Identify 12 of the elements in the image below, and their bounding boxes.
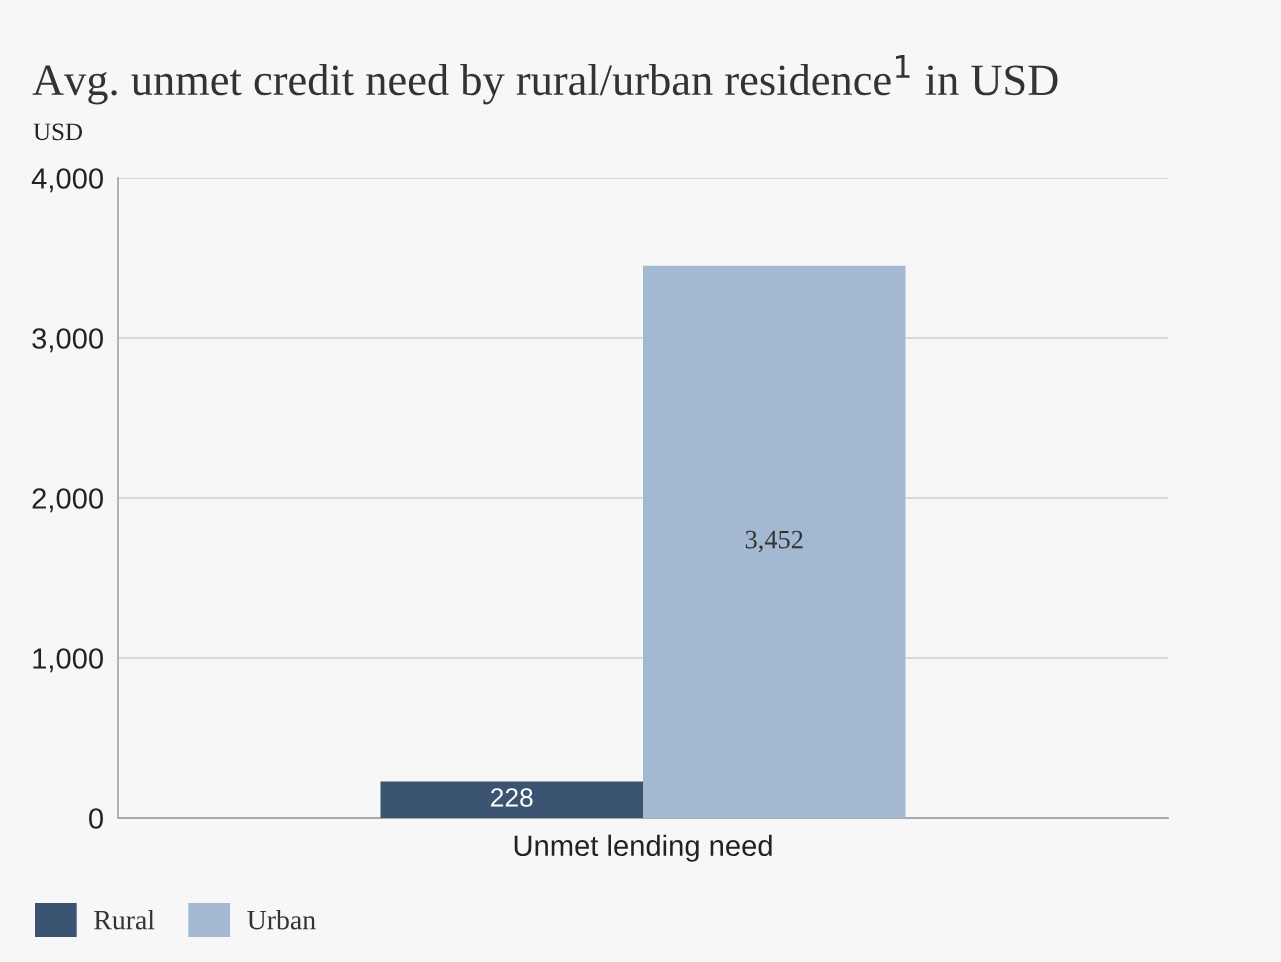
y-tick-label: 0: [89, 808, 103, 829]
legend-label: Urban: [247, 909, 316, 930]
legend-label: Rural: [94, 909, 155, 930]
y-axis-title: USD: [33, 123, 83, 141]
y-tick-label: 3,000: [32, 328, 103, 353]
data-label: 228: [491, 788, 533, 807]
y-tick-label: 2,000: [32, 488, 103, 513]
y-tick-label: 4,000: [31, 168, 103, 193]
data-label: 3,452: [745, 530, 803, 553]
y-tick-label: 1,000: [33, 648, 103, 673]
chart-title: Avg. unmet credit need by rural/urban residence$^{1}$ in USD: [32, 55, 1058, 105]
x-tick-label: Unmet lending need: [514, 834, 772, 862]
